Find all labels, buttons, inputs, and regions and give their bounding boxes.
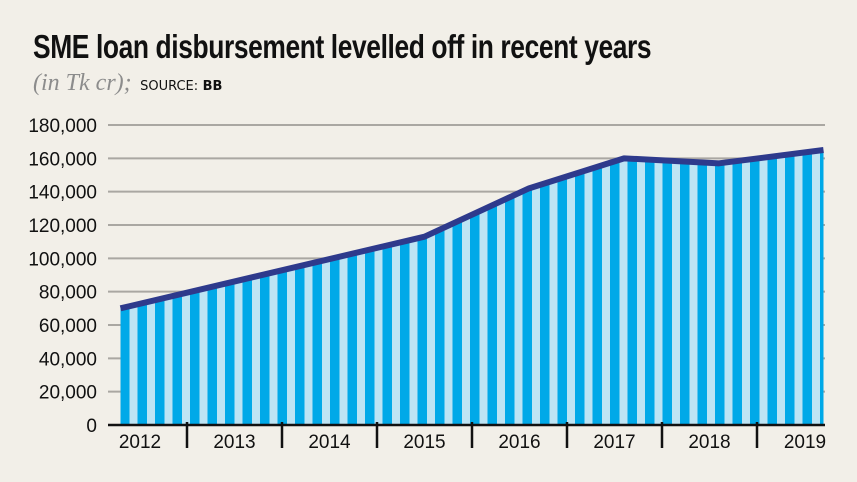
chart-title: SME loan disbursement levelled off in re… <box>33 28 652 65</box>
y-tick-label: 60,000 <box>39 316 97 337</box>
series-line <box>119 147 824 312</box>
y-tick-label: 140,000 <box>28 183 97 204</box>
x-axis: 2012 2013 2014 2015 2016 2017 2018 2019 <box>108 422 826 453</box>
chart-subtitle: (in Tk cr); SOURCE: BB <box>33 70 222 97</box>
x-tick-label: 2015 <box>403 432 445 453</box>
y-tick-label: 0 <box>86 416 97 437</box>
y-axis: 0 20,000 40,000 60,000 80,000 100,000 120,000 1… <box>28 116 97 437</box>
x-tick-label: 2012 <box>119 432 161 453</box>
x-tick-label: 2019 <box>784 432 826 453</box>
source-value: BB <box>202 79 223 94</box>
unit-label: (in Tk cr); <box>33 70 132 96</box>
y-tick-label: 100,000 <box>28 249 97 270</box>
y-tick-label: 20,000 <box>39 383 97 404</box>
x-tick-label: 2018 <box>688 432 730 453</box>
source-label: SOURCE: <box>140 79 199 94</box>
y-tick-label: 40,000 <box>39 349 97 370</box>
y-tick-label: 120,000 <box>28 216 97 237</box>
y-tick-label: 80,000 <box>39 283 97 304</box>
x-tick-label: 2013 <box>213 432 255 453</box>
x-tick-label: 2014 <box>308 432 351 453</box>
y-tick-label: 160,000 <box>28 149 97 170</box>
x-tick-label: 2017 <box>593 432 635 453</box>
x-tick-label: 2016 <box>498 432 540 453</box>
area-fill <box>120 150 824 425</box>
y-tick-label: 180,000 <box>28 116 97 137</box>
